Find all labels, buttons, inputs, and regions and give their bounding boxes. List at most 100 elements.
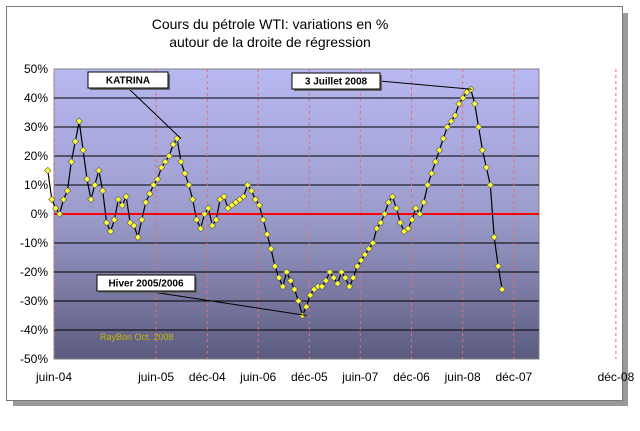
data-point: [52, 204, 60, 212]
data-point: [106, 227, 115, 236]
data-point: [122, 192, 130, 201]
data-point: [357, 256, 365, 265]
data-point: [134, 233, 142, 241]
data-point: [404, 224, 412, 233]
data-point: [75, 117, 83, 125]
x-tick-label: déc-08: [598, 370, 635, 384]
data-point: [388, 192, 397, 201]
data-point: [478, 146, 487, 154]
callout-label: Hiver 2005/2006: [108, 279, 184, 290]
data-point: [255, 201, 263, 209]
data-point: [435, 146, 444, 154]
data-point: [337, 268, 346, 276]
data-point: [169, 140, 177, 149]
data-point: [118, 201, 126, 209]
y-tick-label: 20%: [24, 149, 48, 163]
data-point: [294, 297, 303, 305]
callout-box: [96, 274, 196, 292]
data-point: [189, 195, 197, 204]
data-point: [48, 195, 56, 204]
y-tick-label: 40%: [24, 91, 48, 105]
chart-title: Cours du pétrole WTI: variations en %: [152, 16, 389, 32]
data-point: [212, 216, 220, 224]
annotations: KATRINA 3 Juillet 2008 Hiver 2005/2006: [87, 71, 472, 316]
data-point: [247, 187, 256, 195]
y-tick-label: -50%: [20, 352, 48, 366]
x-tick-label: juin-08: [444, 370, 481, 384]
y-tick-label: 30%: [24, 120, 48, 134]
data-point: [149, 181, 158, 189]
data-point: [87, 195, 95, 204]
data-point: [439, 134, 447, 143]
data-point: [408, 216, 416, 224]
data-point: [192, 216, 201, 224]
data-point: [275, 274, 283, 282]
data-point: [146, 190, 154, 198]
data-point: [474, 123, 483, 131]
data-point: [279, 282, 287, 291]
x-tick-label: déc-06: [393, 370, 430, 384]
data-point: [102, 219, 111, 227]
data-point: [165, 152, 173, 160]
data-point: [196, 224, 205, 233]
data-point: [424, 181, 432, 189]
x-tick-label: juin-07: [341, 370, 378, 384]
data-point: [95, 166, 103, 175]
data-point: [99, 187, 107, 195]
data-point: [239, 192, 248, 201]
data-point: [459, 94, 467, 102]
data-point: [380, 210, 389, 218]
data-point: [451, 111, 459, 120]
callout-box: [291, 72, 381, 90]
data-point: [427, 169, 436, 178]
data-point: [396, 219, 404, 227]
data-point: [259, 216, 267, 224]
data-point: [63, 187, 72, 195]
callout-label: 3 Juillet 2008: [305, 77, 368, 88]
data-point: [83, 175, 91, 183]
data-point: [302, 303, 310, 311]
data-point: [55, 210, 64, 218]
data-point: [412, 204, 420, 212]
data-point: [494, 262, 502, 270]
data-point: [322, 277, 330, 285]
data-point: [392, 204, 401, 212]
data-point: [263, 230, 271, 238]
data-point: [349, 274, 357, 282]
data-point: [185, 181, 193, 189]
data-point: [153, 175, 162, 183]
data-point: [91, 181, 99, 189]
y-axis: 50% 40% 30% 20% 10% 0% -10% -20% -30% -40% -50%: [20, 62, 48, 366]
data-point: [79, 146, 87, 154]
data-point: [341, 274, 350, 282]
data-point: [200, 210, 209, 218]
data-point: [114, 195, 122, 204]
y-tick-label: -20%: [20, 265, 48, 279]
data-point: [377, 219, 385, 227]
y-tick-label: 50%: [24, 62, 48, 76]
x-tick-label: déc-05: [291, 370, 328, 384]
data-point: [271, 262, 279, 270]
data-point: [130, 221, 138, 230]
x-tick-label: juin-04: [35, 370, 72, 384]
series-wti: [44, 85, 506, 320]
data-point: [220, 192, 228, 201]
data-point: [463, 88, 471, 96]
data-point: [67, 158, 75, 166]
data-point: [208, 221, 216, 230]
data-point: [486, 181, 494, 189]
x-axis: juin-04 déc-04 juin-05 déc-05 juin-06 déc-06 j…: [35, 370, 635, 384]
callout-label: KATRINA: [106, 76, 150, 87]
data-point: [455, 100, 463, 108]
callout-leader: [379, 80, 472, 90]
data-point: [333, 279, 342, 288]
data-point: [110, 216, 119, 224]
x-tick-label: déc-04: [189, 370, 226, 384]
data-point: [161, 158, 169, 166]
data-point: [59, 195, 68, 204]
data-point: [251, 195, 260, 204]
chart-subtitle: autour de la droite de régression: [169, 34, 371, 50]
data-point: [471, 100, 479, 108]
x-tick-label: juin-06: [239, 370, 276, 384]
